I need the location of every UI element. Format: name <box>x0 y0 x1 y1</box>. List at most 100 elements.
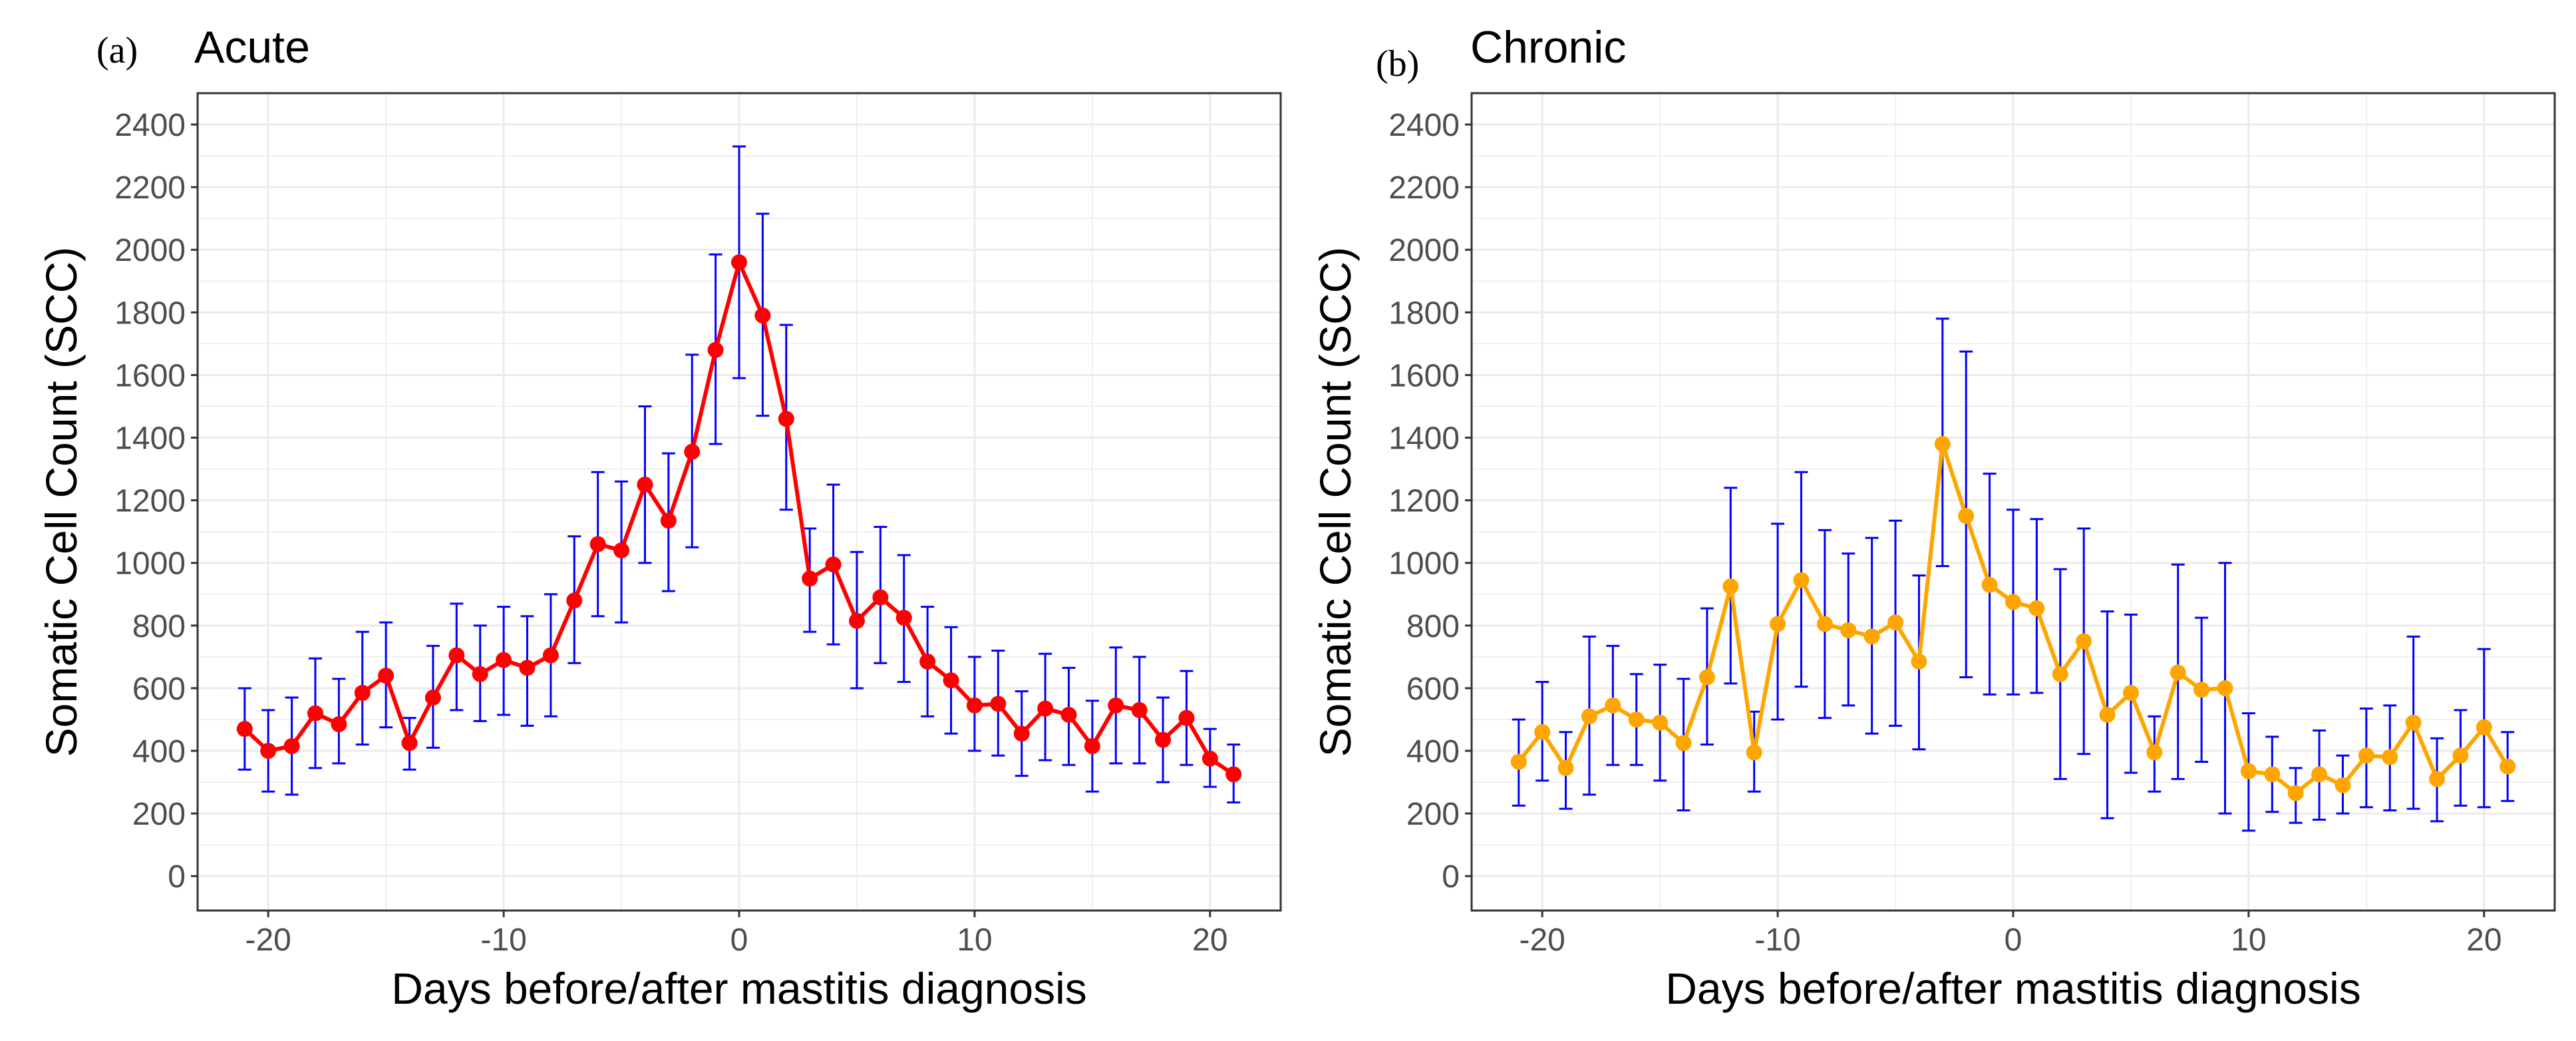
data-point <box>2452 747 2469 764</box>
data-point <box>2499 758 2516 775</box>
data-point <box>731 254 747 271</box>
x-tick-label: 0 <box>2005 923 2022 958</box>
data-point <box>2122 685 2139 702</box>
y-tick-label: 1000 <box>114 546 186 582</box>
data-point <box>1131 702 1148 718</box>
data-point <box>566 592 583 609</box>
panel-a-acute: (a) Acute 020040060080010001200140016001… <box>37 22 1282 1013</box>
data-point <box>684 443 701 460</box>
x-tick-label: 20 <box>2466 923 2501 958</box>
data-point <box>2146 744 2163 761</box>
data-point <box>1746 744 1762 761</box>
data-point <box>1911 653 1927 670</box>
y-tick-label: 200 <box>132 797 186 832</box>
data-point <box>825 556 842 573</box>
data-point <box>707 341 724 358</box>
data-point <box>542 647 559 664</box>
data-point <box>354 685 371 702</box>
x-tick-label: 10 <box>957 923 992 958</box>
data-point <box>1958 508 1975 524</box>
points-b <box>1510 435 2516 801</box>
data-point <box>613 542 630 558</box>
data-point <box>660 513 677 529</box>
y-tick-label: 600 <box>1406 672 1460 707</box>
data-point <box>1770 616 1786 632</box>
data-point <box>1675 735 1692 751</box>
data-point <box>1698 669 1715 686</box>
data-point <box>754 308 771 324</box>
data-point <box>2193 682 2210 698</box>
data-point <box>2429 771 2446 787</box>
panel-label-a: (a) <box>96 30 138 71</box>
points-a <box>236 254 1242 783</box>
data-point <box>990 696 1007 712</box>
data-point <box>2028 600 2045 616</box>
data-point <box>778 411 794 427</box>
data-point <box>496 652 512 668</box>
data-point <box>2099 706 2116 723</box>
data-point <box>943 672 959 689</box>
data-point <box>2358 747 2374 764</box>
x-tick-label: -20 <box>245 923 291 958</box>
data-point <box>401 735 418 751</box>
data-point <box>1840 622 1857 638</box>
data-point <box>236 721 253 737</box>
data-point <box>2382 749 2398 765</box>
x-tick-label: -10 <box>480 923 526 958</box>
y-tick-label: 2400 <box>1388 108 1460 143</box>
data-point <box>2287 785 2304 801</box>
y-tick-label: 1800 <box>114 296 186 331</box>
data-point <box>637 477 653 493</box>
y-tick-label: 1600 <box>1388 358 1460 393</box>
data-point <box>1108 697 1124 714</box>
data-point <box>1722 578 1739 595</box>
data-point <box>1605 697 1621 714</box>
y-tick-label: 1400 <box>1388 421 1460 457</box>
data-point <box>895 610 912 626</box>
data-point <box>2217 680 2233 696</box>
y-tick-label: 1200 <box>114 484 186 519</box>
data-point <box>919 653 936 670</box>
y-tick-label: 800 <box>1406 609 1460 644</box>
data-point <box>2005 594 2021 610</box>
data-point <box>1178 710 1195 726</box>
x-tick-label: 20 <box>1192 923 1227 958</box>
y-tick-label: 0 <box>1442 859 1460 895</box>
data-point <box>2476 719 2492 735</box>
data-point <box>1060 706 1077 723</box>
data-point <box>1934 435 1951 452</box>
data-point <box>2405 714 2422 731</box>
data-point <box>1652 714 1669 731</box>
data-point <box>1225 766 1242 783</box>
data-point <box>2240 763 2257 779</box>
x-tick-label: -10 <box>1754 923 1800 958</box>
data-point <box>1628 711 1645 728</box>
y-tick-label: 200 <box>1406 797 1460 832</box>
data-point <box>1816 616 1833 632</box>
y-tick-label: 1800 <box>1388 296 1460 331</box>
y-tick-label: 2200 <box>1388 170 1460 206</box>
y-tick-label: 2000 <box>114 233 186 268</box>
data-point <box>802 570 818 587</box>
data-point <box>1202 750 1218 767</box>
data-point <box>848 612 865 629</box>
data-point <box>589 536 606 552</box>
data-point <box>1887 614 1904 631</box>
data-point <box>1084 737 1100 754</box>
y-tick-label: 2400 <box>114 108 186 143</box>
data-point <box>2311 766 2328 783</box>
data-point <box>378 668 395 684</box>
data-point <box>1155 731 1172 748</box>
data-point <box>1013 726 1030 742</box>
x-tick-label: 10 <box>2231 923 2266 958</box>
data-point <box>331 716 347 733</box>
x-tick-label: 0 <box>730 923 748 958</box>
data-point <box>1557 759 1574 776</box>
chart-title-a: Acute <box>194 22 310 73</box>
y-tick-label: 2200 <box>114 170 186 206</box>
panel-label-b: (b) <box>1376 43 1419 85</box>
y-tick-label: 800 <box>132 609 186 644</box>
data-point <box>1981 576 1998 593</box>
x-axis-title-b: Days before/after mastitis diagnosis <box>1665 964 2360 1013</box>
y-tick-label: 1400 <box>114 421 186 457</box>
